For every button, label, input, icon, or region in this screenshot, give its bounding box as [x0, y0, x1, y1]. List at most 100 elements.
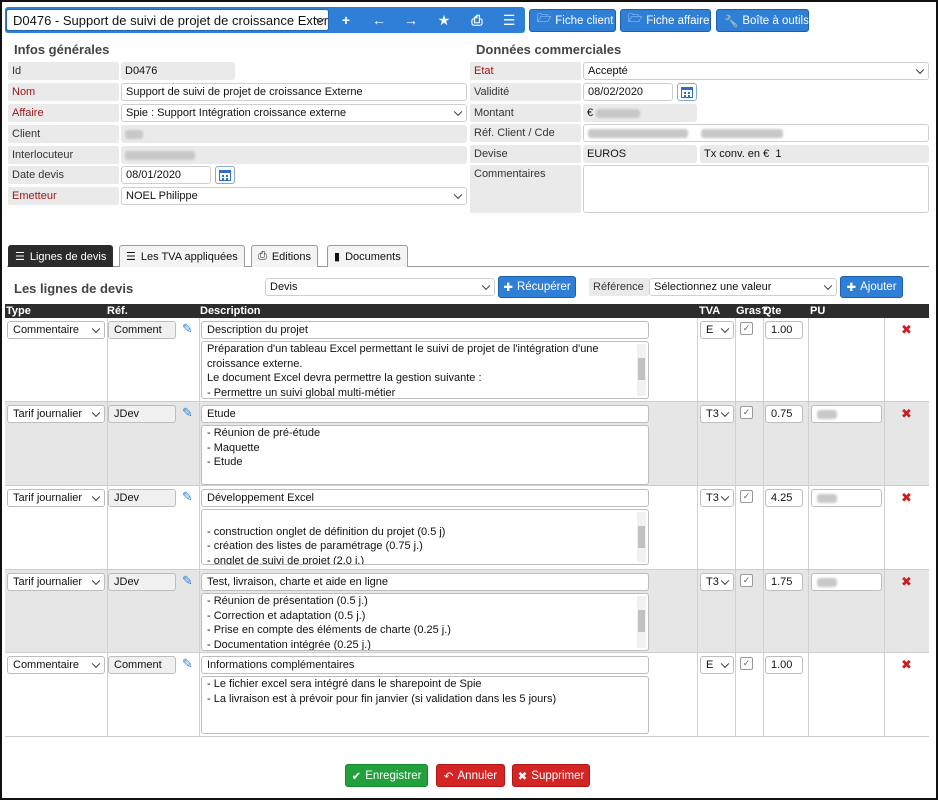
- row-type-select[interactable]: Commentaire: [7, 656, 105, 674]
- commentaires-label: Commentaires: [470, 165, 581, 213]
- chevron-down-icon: [453, 190, 463, 200]
- edit-icon[interactable]: ✎: [182, 489, 193, 504]
- row-ref-input[interactable]: JDev: [108, 489, 176, 507]
- edit-icon[interactable]: ✎: [182, 321, 193, 336]
- commentaires-input[interactable]: [583, 165, 929, 213]
- row-type-select[interactable]: Commentaire: [7, 321, 105, 339]
- affaire-label: Affaire: [8, 104, 119, 122]
- date-devis-input[interactable]: 08/01/2020: [121, 166, 211, 184]
- arrow-right-icon[interactable]: →: [404, 12, 418, 28]
- row-description-textarea[interactable]: - construction onglet de définition du p…: [201, 509, 649, 565]
- recuperer-button[interactable]: ✚ Récupérer: [498, 276, 576, 298]
- row-gras-checkbox[interactable]: ✓: [740, 657, 753, 670]
- row-pu-input[interactable]: [811, 489, 882, 507]
- row-pu-input[interactable]: [811, 573, 882, 591]
- scrollbar[interactable]: [637, 596, 646, 648]
- edit-icon[interactable]: ✎: [182, 405, 193, 420]
- menu-icon[interactable]: ☰: [502, 11, 516, 28]
- chevron-down-icon: [91, 576, 101, 586]
- row-description-line: [207, 510, 634, 525]
- delete-icon[interactable]: ✖: [901, 490, 912, 505]
- row-description-line: Préparation d'un tableau Excel permettan…: [207, 343, 599, 355]
- delete-icon[interactable]: ✖: [901, 574, 912, 589]
- row-pu-input[interactable]: [811, 405, 882, 423]
- row-tva-select[interactable]: E: [700, 656, 734, 674]
- table-row: [5, 653, 929, 737]
- row-title-input[interactable]: Etude: [201, 405, 649, 423]
- calendar-icon[interactable]: [677, 83, 697, 101]
- date-devis-label: Date devis: [8, 166, 119, 184]
- ajouter-button[interactable]: ✚ Ajouter: [840, 276, 903, 298]
- fiche-client-button[interactable]: 🗁 Fiche client: [529, 9, 616, 32]
- row-ref-input[interactable]: JDev: [108, 405, 176, 423]
- source-select[interactable]: Devis: [265, 278, 495, 296]
- validite-input[interactable]: 08/02/2020: [583, 83, 673, 101]
- boite-outils-button[interactable]: 🔧 Boîte à outils: [716, 9, 809, 32]
- row-gras-checkbox[interactable]: ✓: [740, 322, 753, 335]
- scrollbar[interactable]: [637, 344, 646, 396]
- delete-icon[interactable]: ✖: [901, 657, 912, 672]
- scrollbar[interactable]: [637, 512, 646, 562]
- enregistrer-button[interactable]: ✔ Enregistrer: [345, 764, 428, 787]
- star-icon[interactable]: ★: [437, 11, 451, 28]
- row-qte-input[interactable]: 1.75: [765, 573, 803, 591]
- devis-select[interactable]: D0476 - Support de suivi de projet de cr…: [6, 9, 329, 31]
- fiche-affaire-button[interactable]: 🗁 Fiche affaire: [620, 9, 711, 32]
- infos-generales-title: Infos générales: [14, 42, 110, 57]
- row-type-select[interactable]: Tarif journalier: [7, 405, 105, 423]
- row-title-input[interactable]: Test, livraison, charte et aide en ligne: [201, 573, 649, 591]
- tab-editions[interactable]: ⎙ Editions: [251, 245, 318, 267]
- row-tva-select[interactable]: T3: [700, 489, 734, 507]
- row-description-textarea[interactable]: - Le fichier excel sera intégré dans le …: [201, 676, 649, 734]
- delete-icon[interactable]: ✖: [901, 406, 912, 421]
- row-tva-select[interactable]: T3: [700, 405, 734, 423]
- row-ref-input[interactable]: Comment: [108, 656, 176, 674]
- grid-divider: [199, 318, 200, 736]
- plus-icon[interactable]: +: [341, 12, 351, 28]
- nom-input[interactable]: Support de suivi de projet de croissance…: [121, 83, 467, 101]
- row-qte-input[interactable]: 1.00: [765, 656, 803, 674]
- edit-icon[interactable]: ✎: [182, 573, 193, 588]
- delete-icon[interactable]: ✖: [901, 322, 912, 337]
- print-icon[interactable]: ⎙: [471, 11, 483, 28]
- ref-client-input[interactable]: [583, 124, 929, 142]
- row-gras-checkbox[interactable]: ✓: [740, 574, 753, 587]
- emetteur-select[interactable]: NOEL Philippe: [121, 187, 467, 205]
- row-type-select[interactable]: Tarif journalier: [7, 489, 105, 507]
- col-description: Description: [200, 305, 261, 317]
- row-qte-input[interactable]: 0.75: [765, 405, 803, 423]
- tab-lignes-devis[interactable]: ☰ Lignes de devis: [8, 245, 114, 267]
- edit-icon[interactable]: ✎: [182, 656, 193, 671]
- row-ref-input[interactable]: JDev: [108, 573, 176, 591]
- row-title-input[interactable]: Développement Excel: [201, 489, 649, 507]
- row-type-select[interactable]: Tarif journalier: [7, 573, 105, 591]
- row-description-textarea[interactable]: Préparation d'un tableau Excel permettan…: [201, 341, 649, 399]
- row-tva-select[interactable]: E: [700, 321, 734, 339]
- wrench-icon: 🔧: [724, 15, 739, 28]
- etat-select[interactable]: Accepté: [583, 62, 929, 80]
- annuler-button[interactable]: ↶ Annuler: [436, 764, 505, 787]
- row-description-textarea[interactable]: - Réunion de pré-étude - Maquette - Etude: [201, 425, 649, 485]
- chevron-down-icon: [720, 324, 730, 334]
- tab-documents[interactable]: ▮ Documents: [327, 245, 408, 267]
- plus-icon: ✚: [503, 282, 513, 294]
- reference-select[interactable]: Sélectionnez une valeur: [649, 278, 837, 296]
- row-description-textarea[interactable]: - Réunion de présentation (0.5 j.) - Corr…: [201, 593, 649, 651]
- col-ref: Réf.: [107, 305, 128, 317]
- row-gras-checkbox[interactable]: ✓: [740, 490, 753, 503]
- row-ref-input[interactable]: Comment: [108, 321, 176, 339]
- row-gras-checkbox[interactable]: ✓: [740, 406, 753, 419]
- row-qte-input[interactable]: 4.25: [765, 489, 803, 507]
- supprimer-button[interactable]: ✖ Supprimer: [512, 764, 590, 787]
- row-title-input[interactable]: Description du projet: [201, 321, 649, 339]
- arrow-left-icon[interactable]: ←: [372, 12, 386, 28]
- tab-tva[interactable]: ☰ Les TVA appliquées: [119, 245, 245, 267]
- nom-label: Nom: [8, 83, 119, 101]
- calendar-icon[interactable]: [215, 166, 235, 184]
- row-qte-input[interactable]: 1.00: [765, 321, 803, 339]
- row-title-input[interactable]: Informations complémentaires: [201, 656, 649, 674]
- affaire-select[interactable]: Spie : Support Intégration croissance ex…: [121, 104, 467, 122]
- row-description-line: croissance externe.: [207, 357, 303, 370]
- row-tva-select[interactable]: T3: [700, 573, 734, 591]
- row-description-line: - Réunion de présentation (0.5 j.): [207, 595, 368, 607]
